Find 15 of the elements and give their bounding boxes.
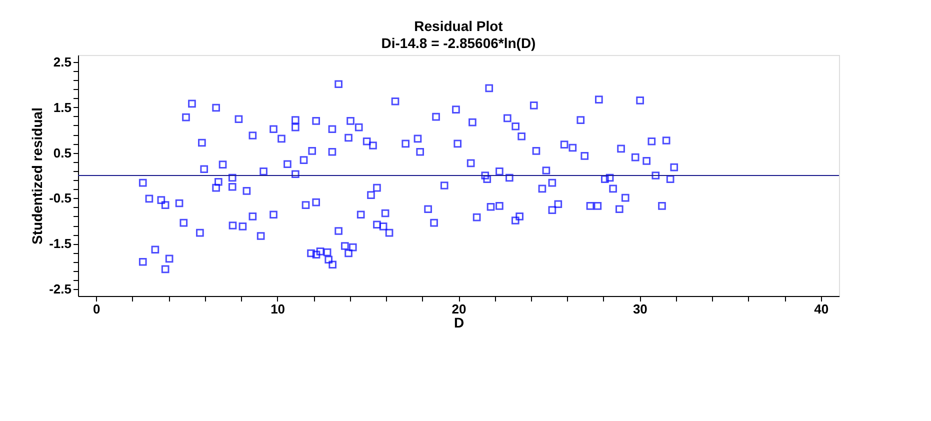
y-tick-label: -0.5	[49, 190, 72, 206]
y-tick-label: 1.5	[53, 100, 72, 115]
y-tick-label: 0.5	[53, 145, 72, 160]
chart-title: Residual Plot	[414, 18, 504, 34]
x-tick-label: 40	[814, 302, 829, 316]
chart-subtitle: Di-14.8 = -2.85606*ln(D)	[381, 35, 536, 51]
x-tick-label: 20	[452, 302, 466, 316]
y-tick-label: 2.5	[53, 54, 72, 70]
x-tick-label: 0	[93, 302, 100, 316]
y-tick-label: -2.5	[49, 282, 72, 297]
x-tick-label: 30	[632, 302, 648, 316]
x-axis-title: D	[454, 314, 464, 330]
y-tick-label: -1.5	[49, 236, 72, 252]
x-tick-label: 10	[270, 302, 286, 316]
y-axis-title: Studentized residual	[29, 108, 46, 244]
